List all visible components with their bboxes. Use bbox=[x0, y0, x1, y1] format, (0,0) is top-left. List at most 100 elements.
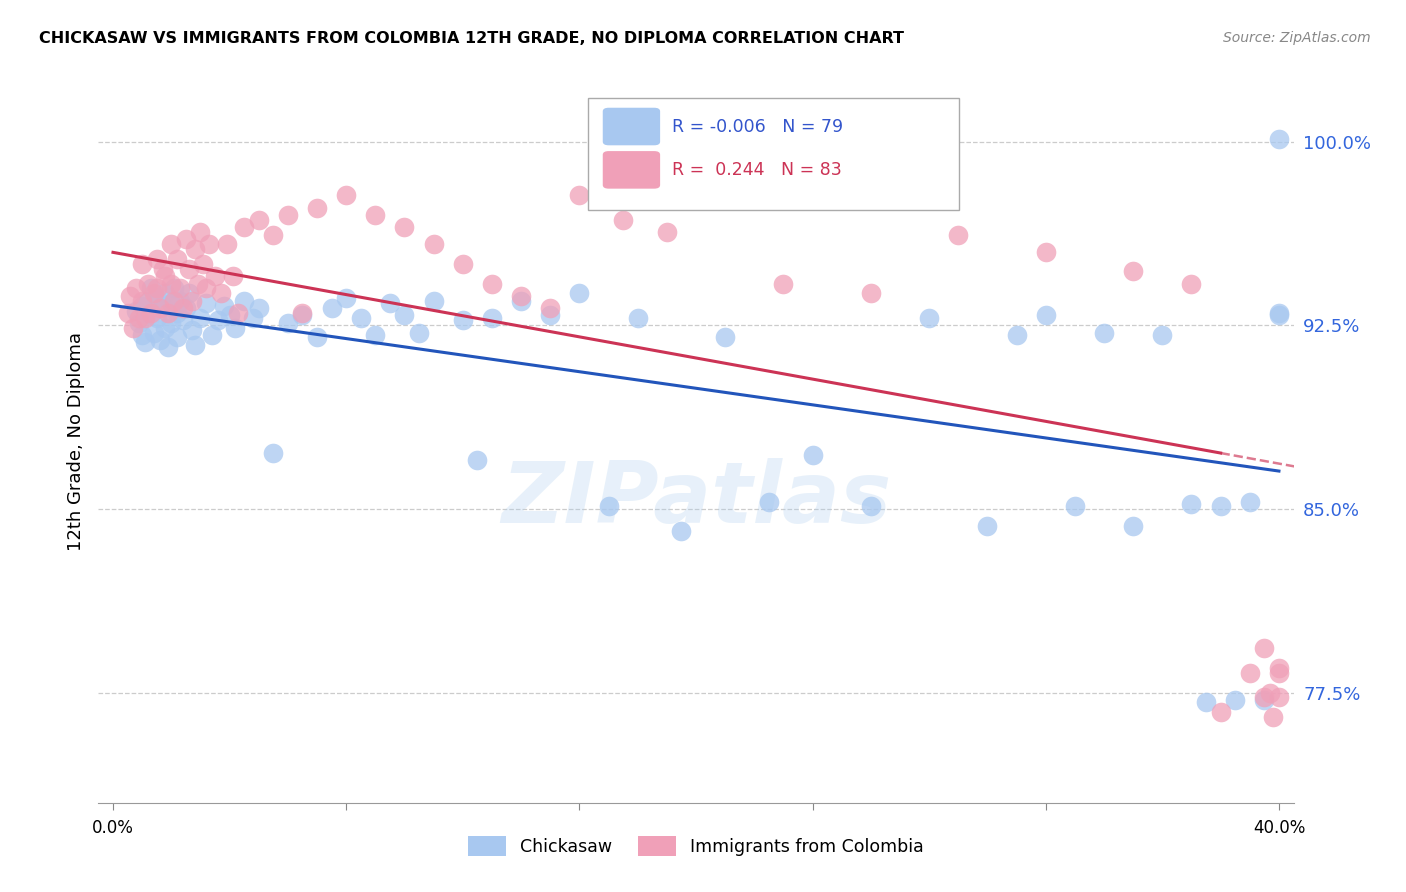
Point bbox=[120, 289, 142, 303]
Point bbox=[233, 220, 256, 235]
Point bbox=[1253, 641, 1275, 656]
Point bbox=[1268, 661, 1291, 675]
Point bbox=[134, 310, 156, 325]
Point bbox=[627, 310, 650, 325]
Point bbox=[568, 286, 591, 301]
Point bbox=[145, 291, 167, 305]
FancyBboxPatch shape bbox=[589, 98, 959, 211]
Point bbox=[125, 281, 148, 295]
Point bbox=[172, 313, 194, 327]
Point bbox=[1296, 448, 1319, 462]
Point bbox=[801, 448, 824, 462]
Point bbox=[131, 293, 153, 308]
FancyBboxPatch shape bbox=[603, 108, 661, 145]
Point bbox=[131, 299, 153, 313]
Point bbox=[1268, 690, 1291, 705]
Point bbox=[481, 277, 503, 291]
Point bbox=[364, 328, 387, 343]
Text: 40.0%: 40.0% bbox=[1253, 820, 1305, 838]
Point bbox=[152, 261, 174, 276]
Point bbox=[1268, 309, 1291, 323]
Point bbox=[364, 208, 387, 222]
Point bbox=[772, 277, 794, 291]
Legend: Chickasaw, Immigrants from Colombia: Chickasaw, Immigrants from Colombia bbox=[461, 829, 931, 863]
Point bbox=[145, 310, 167, 325]
Point bbox=[1326, 448, 1348, 462]
Point bbox=[193, 257, 215, 271]
Point bbox=[183, 242, 205, 256]
Point bbox=[1258, 685, 1281, 699]
Point bbox=[976, 519, 998, 533]
Text: ZIPatlas: ZIPatlas bbox=[501, 458, 891, 541]
Point bbox=[1035, 309, 1057, 323]
Point bbox=[277, 208, 299, 222]
FancyBboxPatch shape bbox=[603, 151, 661, 189]
Point bbox=[1355, 465, 1378, 479]
Point bbox=[1092, 326, 1115, 340]
Point bbox=[242, 310, 264, 325]
Point bbox=[859, 500, 882, 514]
Point bbox=[166, 306, 188, 320]
Point bbox=[467, 453, 489, 467]
Point bbox=[291, 306, 314, 320]
Point bbox=[207, 313, 229, 327]
Point bbox=[152, 299, 174, 313]
Point bbox=[190, 225, 212, 239]
Text: R = -0.006   N = 79: R = -0.006 N = 79 bbox=[672, 118, 844, 136]
Point bbox=[160, 316, 183, 330]
Point bbox=[128, 316, 150, 330]
Point bbox=[233, 293, 256, 308]
Point bbox=[145, 252, 167, 266]
Point bbox=[335, 188, 357, 202]
Point bbox=[195, 281, 218, 295]
Point bbox=[163, 281, 186, 295]
Point bbox=[160, 296, 183, 310]
Point bbox=[1064, 500, 1087, 514]
Point bbox=[859, 286, 882, 301]
Point bbox=[262, 445, 284, 459]
Point bbox=[394, 220, 416, 235]
Point bbox=[228, 306, 250, 320]
Point bbox=[131, 328, 153, 343]
Point bbox=[155, 286, 177, 301]
Point bbox=[598, 500, 620, 514]
Point bbox=[134, 335, 156, 350]
Point bbox=[157, 340, 180, 354]
Point bbox=[918, 310, 941, 325]
Point bbox=[321, 301, 343, 315]
Point bbox=[209, 286, 232, 301]
Point bbox=[262, 227, 284, 242]
Point bbox=[174, 301, 197, 315]
Point bbox=[1122, 519, 1144, 533]
Point bbox=[1122, 264, 1144, 278]
Point bbox=[201, 328, 224, 343]
Point bbox=[568, 188, 591, 202]
Point bbox=[481, 310, 503, 325]
Text: R =  0.244   N = 83: R = 0.244 N = 83 bbox=[672, 161, 842, 179]
Point bbox=[422, 293, 444, 308]
Point bbox=[177, 261, 200, 276]
Point bbox=[157, 306, 180, 320]
Point bbox=[510, 293, 533, 308]
Point bbox=[117, 306, 139, 320]
Point bbox=[714, 184, 737, 198]
Point bbox=[131, 257, 153, 271]
Text: CHICKASAW VS IMMIGRANTS FROM COLOMBIA 12TH GRADE, NO DIPLOMA CORRELATION CHART: CHICKASAW VS IMMIGRANTS FROM COLOMBIA 12… bbox=[39, 31, 904, 46]
Point bbox=[174, 232, 197, 246]
Point bbox=[186, 277, 208, 291]
Point bbox=[136, 293, 159, 308]
Point bbox=[612, 213, 634, 227]
Point bbox=[1209, 705, 1232, 719]
Point bbox=[758, 494, 780, 508]
Point bbox=[163, 293, 186, 308]
Point bbox=[195, 296, 218, 310]
Point bbox=[180, 323, 202, 337]
Point bbox=[510, 289, 533, 303]
Point bbox=[160, 237, 183, 252]
Point bbox=[1180, 277, 1202, 291]
Point bbox=[451, 257, 474, 271]
Point bbox=[142, 326, 165, 340]
Point bbox=[655, 225, 678, 239]
Point bbox=[408, 326, 430, 340]
Point bbox=[204, 269, 226, 284]
